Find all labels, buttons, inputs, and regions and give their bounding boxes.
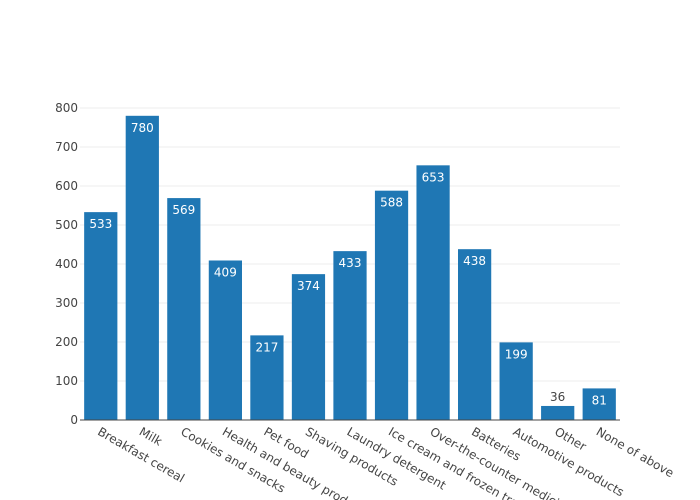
- bar: [582, 388, 616, 420]
- bar: [167, 198, 201, 420]
- value-label: 533: [89, 217, 112, 231]
- value-label: 199: [505, 347, 528, 361]
- y-tick-label: 0: [70, 413, 78, 427]
- y-tick-label: 100: [55, 374, 78, 388]
- bar: [416, 165, 450, 420]
- bar: [84, 212, 118, 420]
- value-label: 780: [131, 121, 154, 135]
- bar: [499, 342, 533, 420]
- bar: [208, 260, 242, 420]
- value-label: 438: [463, 254, 486, 268]
- value-label: 81: [592, 393, 607, 407]
- bar: [125, 115, 159, 421]
- value-label: 653: [422, 170, 445, 184]
- x-tick-label: Milk: [137, 424, 165, 448]
- value-label: 433: [339, 256, 362, 270]
- y-tick-label: 400: [55, 257, 78, 271]
- value-label: 217: [255, 340, 278, 354]
- value-label: 588: [380, 196, 403, 210]
- bar: [333, 251, 367, 420]
- value-label: 569: [172, 203, 195, 217]
- bar: [291, 274, 326, 420]
- value-label: 374: [297, 279, 320, 293]
- x-tick-label: None of above: [594, 424, 677, 480]
- bar: [541, 405, 575, 420]
- bar: [458, 249, 492, 420]
- y-tick-label: 200: [55, 335, 78, 349]
- value-label: 36: [550, 390, 565, 404]
- y-tick-label: 300: [55, 296, 78, 310]
- y-tick-label: 500: [55, 218, 78, 232]
- value-label: 409: [214, 265, 237, 279]
- bar: [374, 190, 409, 420]
- y-tick-label: 600: [55, 179, 78, 193]
- bar: [250, 335, 284, 420]
- y-tick-label: 800: [55, 101, 78, 115]
- y-tick-label: 700: [55, 140, 78, 154]
